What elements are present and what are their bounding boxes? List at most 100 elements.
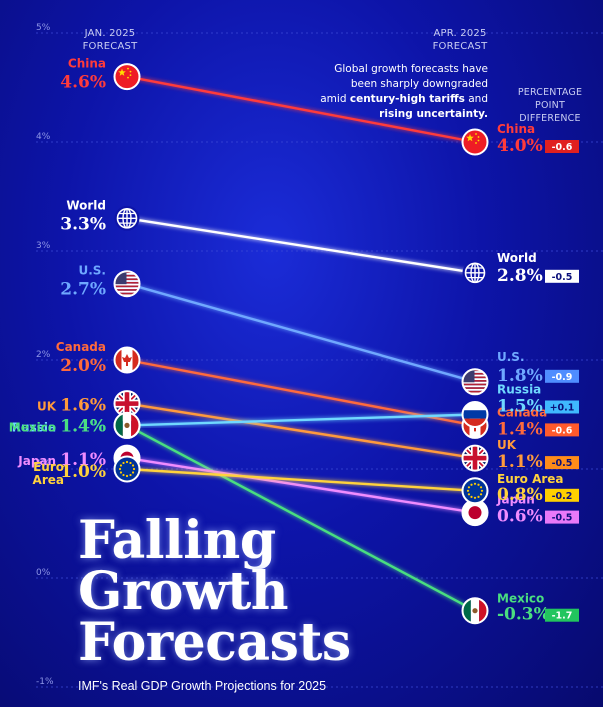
world-difference-badge — [545, 269, 579, 283]
u-s-jan-value-label: 2.7% — [60, 280, 106, 300]
title-line1: Falling — [78, 510, 276, 571]
canada-jan-name-label: Canada — [56, 340, 106, 354]
world-apr-marker-icon — [462, 260, 488, 286]
u-s-jan-marker-icon — [113, 270, 141, 298]
euro-area-jan-name-line1: Euro — [33, 460, 64, 474]
grid: 5% 4% 3% 2% 1% 0% -1% — [36, 23, 603, 688]
china-apr-value-label: 4.0% — [497, 136, 543, 156]
russia-apr-name-label: Russia — [497, 383, 541, 397]
y-tick-label: 4% — [36, 132, 51, 142]
uk-difference-badge — [545, 456, 579, 470]
series-lines — [126, 75, 476, 612]
series-line-u-s — [126, 282, 476, 383]
russia-difference-value: +0.1 — [550, 403, 575, 414]
world-apr-name-label: World — [497, 251, 537, 265]
mexico-jan-label: Mexico 1.4% — [9, 416, 106, 436]
euro-area-difference-badge — [545, 488, 579, 502]
y-tick-label: 5% — [36, 23, 51, 33]
note-line1: Global growth forecasts have — [334, 63, 488, 75]
ppd-header-line1: PERCENTAGE — [517, 87, 583, 98]
series-line-russia — [126, 413, 476, 427]
russia-jan-value-label: 1.4% — [60, 416, 106, 436]
world-difference-value: -0.5 — [552, 272, 573, 283]
series-line-world — [126, 217, 476, 274]
euro-area-jan-marker-icon — [113, 455, 141, 483]
difference-column-header: PERCENTAGE POINT DIFFERENCE — [500, 86, 600, 125]
japan-apr-value-label: 0.6% — [497, 507, 543, 527]
canada-apr-value-label: 1.4% — [497, 419, 543, 439]
u-s-difference-value: -0.9 — [552, 372, 573, 383]
uk-apr-marker-icon — [461, 444, 489, 472]
euro-area-apr-marker-icon — [461, 477, 489, 505]
y-tick-label: 2% — [36, 350, 51, 360]
russia-jan-label: Russia 1.4% — [12, 416, 106, 436]
y-tick-label: 1% — [36, 459, 51, 469]
russia-apr-marker-icon — [461, 401, 489, 428]
title-line3: Forecasts — [78, 612, 351, 673]
china-jan-marker-icon — [113, 63, 141, 91]
title-line2: Growth — [78, 561, 289, 622]
russia-jan-name-label: Russia — [12, 420, 60, 434]
euro-area-jan-name-line2: Area — [33, 473, 64, 487]
china-apr-marker-icon — [461, 128, 489, 156]
euro-area-apr-name-label: Euro Area — [497, 472, 564, 486]
apr-header-line2: FORECAST — [432, 41, 488, 52]
u-s-apr-name-label: U.S. — [497, 350, 525, 364]
world-jan-marker-icon — [114, 205, 140, 231]
note-line3-pre: amid — [320, 93, 350, 105]
uk-apr-value-label: 1.1% — [497, 452, 543, 472]
uk-jan-value-label: 1.6% — [60, 396, 106, 416]
chart-title: Falling Growth Forecasts — [78, 510, 351, 673]
china-jan-name-label: China — [68, 57, 106, 71]
y-tick-label: -1% — [36, 677, 54, 687]
ppd-header-line2: POINT — [535, 100, 565, 111]
japan-jan-name-label: Japan — [17, 454, 60, 468]
world-jan-value-label: 3.3% — [60, 214, 106, 234]
china-difference-badge — [545, 140, 579, 153]
note-line3-bold: century-high tariffs — [349, 93, 465, 105]
note-line3-post: and — [464, 93, 488, 105]
euro-area-jan-value-label: 1.0% — [60, 462, 106, 482]
u-s-difference-badge — [545, 369, 579, 383]
mexico-jan-value-label: 1.4% — [60, 416, 106, 436]
russia-apr-value-label: 1.5% — [497, 397, 543, 417]
euro-area-difference-value: -0.2 — [552, 491, 573, 502]
japan-jan-label: Japan 1.1% — [17, 450, 106, 470]
y-tick-label: 3% — [36, 241, 51, 251]
canada-apr-name-label: Canada — [497, 405, 547, 419]
uk-difference-value: -0.5 — [552, 458, 573, 469]
uk-apr-name-label: UK — [497, 438, 517, 452]
note-line2: been sharply downgraded — [350, 78, 488, 90]
mexico-difference-value: -1.7 — [552, 611, 573, 622]
canada-jan-value-label: 2.0% — [60, 356, 106, 376]
note-line3: amid century-high tariffs and — [288, 92, 488, 107]
apr-column-header: APR. 2025 FORECAST — [410, 27, 510, 53]
russia-difference-badge — [545, 400, 579, 414]
y-tick-label: 0% — [36, 568, 51, 578]
ppd-header-line3: DIFFERENCE — [519, 113, 581, 124]
mexico-difference-badge — [545, 608, 579, 622]
u-s-apr-value-label: 1.8% — [497, 366, 543, 386]
china-difference-value: -0.6 — [552, 142, 573, 153]
u-s-apr-marker-icon — [461, 368, 489, 396]
mexico-apr-value-label: -0.3% — [497, 605, 550, 625]
jan-header-line2: FORECAST — [82, 41, 138, 52]
series-line-mexico — [126, 424, 476, 612]
japan-difference-value: -0.5 — [552, 513, 573, 524]
uk-jan-name-label: UK — [37, 400, 60, 414]
u-s-jan-name-label: U.S. — [78, 264, 106, 278]
canada-jan-marker-icon — [113, 346, 141, 374]
series-line-euro-area — [126, 467, 476, 492]
china-jan-value-label: 4.6% — [60, 73, 106, 93]
markers — [113, 63, 489, 625]
japan-jan-value-label: 1.1% — [60, 450, 106, 470]
canada-difference-value: -0.6 — [552, 425, 573, 436]
series-line-china — [126, 75, 476, 144]
note-line4-bold: rising uncertainty. — [379, 108, 488, 120]
japan-difference-badge — [545, 510, 579, 524]
apr-header-line1: APR. 2025 — [433, 28, 487, 39]
china-apr-name-label: China — [497, 122, 535, 136]
